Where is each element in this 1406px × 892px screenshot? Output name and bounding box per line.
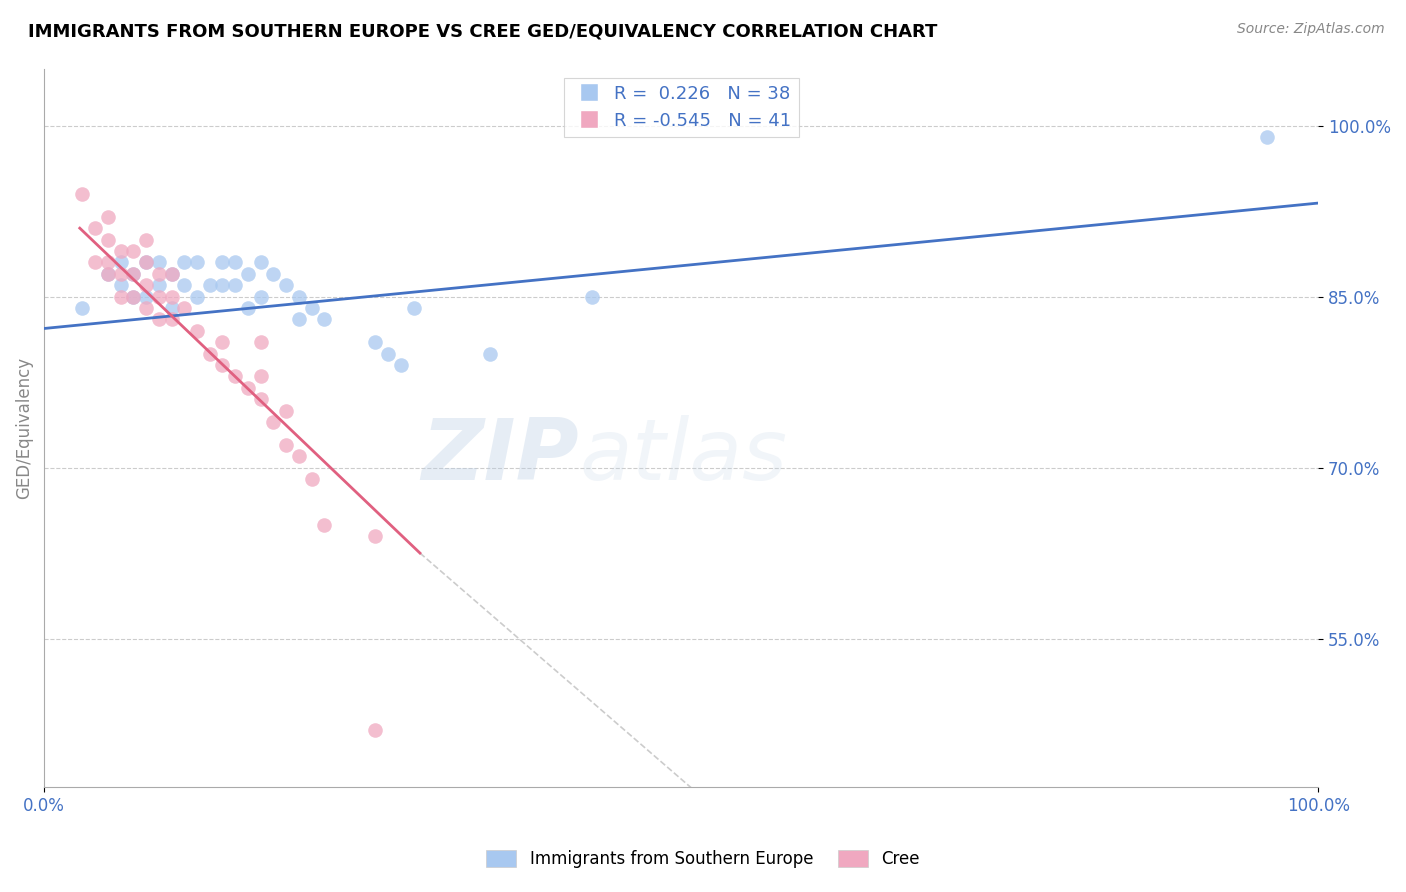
- Point: [173, 278, 195, 293]
- Point: [314, 312, 336, 326]
- Point: [160, 267, 183, 281]
- Point: [249, 369, 271, 384]
- Point: [377, 346, 399, 360]
- Point: [301, 301, 323, 315]
- Point: [135, 255, 157, 269]
- Point: [148, 312, 170, 326]
- Point: [160, 267, 183, 281]
- Point: [173, 255, 195, 269]
- Text: ZIP: ZIP: [422, 415, 579, 498]
- Point: [581, 289, 603, 303]
- Point: [148, 255, 170, 269]
- Point: [288, 449, 311, 463]
- Point: [148, 267, 170, 281]
- Point: [249, 392, 271, 407]
- Point: [301, 472, 323, 486]
- Point: [110, 244, 132, 258]
- Point: [122, 244, 145, 258]
- Point: [262, 415, 284, 429]
- Point: [249, 289, 271, 303]
- Point: [211, 255, 233, 269]
- Point: [160, 301, 183, 315]
- Point: [224, 278, 246, 293]
- Point: [224, 369, 246, 384]
- Point: [402, 301, 425, 315]
- Point: [97, 267, 120, 281]
- Text: IMMIGRANTS FROM SOUTHERN EUROPE VS CREE GED/EQUIVALENCY CORRELATION CHART: IMMIGRANTS FROM SOUTHERN EUROPE VS CREE …: [28, 22, 938, 40]
- Point: [389, 358, 412, 372]
- Point: [135, 278, 157, 293]
- Point: [288, 312, 311, 326]
- Point: [364, 529, 387, 543]
- Point: [1256, 130, 1278, 145]
- Point: [97, 267, 120, 281]
- Point: [160, 289, 183, 303]
- Point: [276, 438, 298, 452]
- Point: [72, 301, 94, 315]
- Point: [173, 301, 195, 315]
- Point: [160, 312, 183, 326]
- Y-axis label: GED/Equivalency: GED/Equivalency: [15, 357, 32, 499]
- Point: [249, 255, 271, 269]
- Point: [198, 278, 221, 293]
- Point: [224, 255, 246, 269]
- Point: [110, 255, 132, 269]
- Point: [276, 278, 298, 293]
- Point: [97, 233, 120, 247]
- Point: [148, 289, 170, 303]
- Point: [236, 267, 259, 281]
- Point: [198, 346, 221, 360]
- Point: [186, 289, 208, 303]
- Point: [211, 278, 233, 293]
- Point: [72, 186, 94, 201]
- Point: [211, 335, 233, 350]
- Point: [84, 221, 107, 235]
- Point: [110, 278, 132, 293]
- Text: Source: ZipAtlas.com: Source: ZipAtlas.com: [1237, 22, 1385, 37]
- Text: atlas: atlas: [579, 415, 787, 498]
- Point: [364, 723, 387, 737]
- Point: [135, 289, 157, 303]
- Point: [186, 255, 208, 269]
- Point: [314, 517, 336, 532]
- Point: [97, 210, 120, 224]
- Point: [276, 403, 298, 417]
- Point: [122, 267, 145, 281]
- Legend: R =  0.226   N = 38, R = -0.545   N = 41: R = 0.226 N = 38, R = -0.545 N = 41: [564, 78, 799, 137]
- Point: [148, 278, 170, 293]
- Legend: Immigrants from Southern Europe, Cree: Immigrants from Southern Europe, Cree: [479, 843, 927, 875]
- Point: [122, 289, 145, 303]
- Point: [122, 267, 145, 281]
- Point: [479, 346, 502, 360]
- Point: [135, 255, 157, 269]
- Point: [122, 289, 145, 303]
- Point: [110, 267, 132, 281]
- Point: [288, 289, 311, 303]
- Point: [186, 324, 208, 338]
- Point: [97, 255, 120, 269]
- Point: [211, 358, 233, 372]
- Point: [262, 267, 284, 281]
- Point: [84, 255, 107, 269]
- Point: [135, 233, 157, 247]
- Point: [249, 335, 271, 350]
- Point: [236, 301, 259, 315]
- Point: [135, 301, 157, 315]
- Point: [364, 335, 387, 350]
- Point: [236, 381, 259, 395]
- Point: [110, 289, 132, 303]
